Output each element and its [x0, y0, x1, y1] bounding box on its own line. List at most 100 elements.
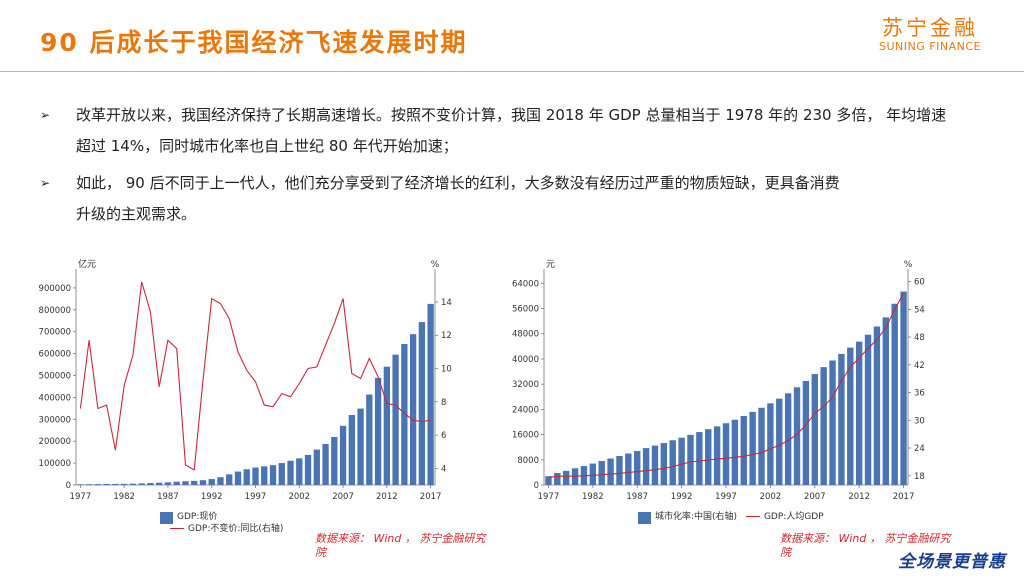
bar-1983	[598, 461, 605, 485]
series-line	[79, 281, 431, 471]
bar-1978	[85, 484, 93, 485]
bar-2015	[882, 317, 890, 485]
x-axis-tick-label: 2017	[420, 492, 442, 502]
legend-bar-swatch	[638, 512, 651, 524]
bar-1986	[625, 453, 632, 485]
left-axis-unit: 元	[546, 260, 555, 270]
bar-1994	[696, 432, 703, 485]
bar-2015	[409, 334, 417, 485]
right-axis-tick-label: 24	[914, 444, 925, 454]
x-axis-tick-label: 2007	[332, 492, 354, 502]
bar-1991	[669, 440, 676, 485]
x-axis-tick-label: 1987	[626, 492, 648, 502]
bar-1983	[129, 483, 137, 485]
suning-finance-logo: 苏宁金融 SUNING FINANCE	[860, 16, 1000, 54]
bar-2003	[304, 454, 312, 485]
bar-2012	[383, 366, 390, 485]
legend-bar-swatch	[160, 512, 173, 524]
bar-2008	[820, 367, 827, 485]
bar-1993	[687, 434, 694, 485]
left-axis-tick-label: 100000	[39, 459, 71, 469]
footer-slogan: 全场景更普惠	[898, 552, 1006, 572]
left-axis-tick-label: 32000	[512, 380, 539, 390]
right-axis-tick-label: 14	[441, 298, 452, 308]
left-axis-tick-label: 900000	[39, 284, 71, 294]
bar-2014	[401, 344, 408, 485]
bar-2004	[313, 449, 320, 485]
x-axis-tick-label: 2002	[288, 492, 310, 502]
bar-2014	[873, 326, 881, 485]
bar-2007	[339, 425, 347, 485]
bar-1997	[722, 423, 730, 485]
right-axis-tick-label: 48	[914, 333, 925, 343]
bar-2016	[891, 303, 898, 485]
bar-1978	[554, 473, 561, 485]
bar-2000	[278, 463, 285, 485]
bar-1984	[138, 483, 145, 485]
bar-1982	[121, 483, 128, 485]
title-divider	[0, 71, 1024, 72]
bar-1991	[199, 480, 207, 485]
chart-gdp: 亿元% 0 100000 200000 300000 400000 500000 600000…	[30, 255, 480, 502]
bar-1985	[147, 483, 154, 485]
left-axis-tick-label: 48000	[512, 330, 539, 340]
bar-1998	[261, 466, 268, 485]
bar-2006	[331, 436, 338, 485]
right-axis-tick-label: 36	[914, 389, 925, 399]
bar-2008	[348, 415, 355, 485]
bar-2016	[418, 322, 426, 485]
bar-2010	[838, 353, 845, 485]
x-axis-tick-label: 2002	[760, 492, 782, 502]
left-axis-tick-label: 200000	[39, 437, 71, 447]
bar-2002	[296, 458, 303, 485]
bar-2011	[374, 377, 382, 485]
bar-2000	[749, 411, 756, 485]
bar-1989	[651, 445, 659, 485]
bullet-text-continued: 升级的主观需求。	[76, 205, 197, 223]
bar-1990	[191, 480, 198, 485]
legend-item-per-capita	[638, 512, 655, 524]
bullet-list: ➢ 改革开放以来，我国经济保持了长期高速增长。按照不变价计算，我国 2018 年…	[40, 100, 950, 236]
bar-1979	[562, 470, 570, 485]
bar-1977	[77, 484, 84, 485]
bar-1979	[94, 484, 102, 485]
x-axis-tick-label: 1992	[201, 492, 223, 502]
bar-2009	[357, 408, 364, 485]
x-axis-tick-label: 1982	[113, 492, 135, 502]
bar-1984	[607, 458, 614, 485]
x-axis-tick-label: 1997	[245, 492, 267, 502]
bar-1980	[103, 483, 110, 485]
bar-2003	[776, 398, 783, 485]
right-axis-tick-label: 6	[441, 431, 446, 441]
bar-2001	[758, 407, 765, 485]
bar-2004	[784, 393, 792, 485]
bar-2009	[829, 360, 836, 485]
right-axis-tick-label: 4	[441, 464, 446, 474]
bar-1985	[616, 456, 623, 485]
chart-gdp-source: 数据来源： Wind ， 苏宁金融研究院	[315, 532, 486, 559]
chart-gdp-legend: GDP:现价 GDP:不变价:同比(右轴)	[160, 512, 460, 535]
bar-1981	[112, 483, 119, 485]
chart-urbanization: 元% 0 8000 16000 24000 32000 40000 48000 56000 640…	[512, 255, 950, 502]
legend-label: 城市化率:中国(右轴)	[655, 512, 738, 522]
bar-2010	[366, 394, 373, 485]
chart-gdp-svg: 亿元 % 0 100000 200000 300000 400000 500000 600000…	[39, 258, 452, 502]
left-axis-tick-label: 700000	[39, 328, 71, 338]
bar-1987	[164, 482, 172, 485]
x-axis-tick-label: 1987	[157, 492, 179, 502]
x-axis-tick-label: 2012	[376, 492, 398, 502]
bar-2017	[900, 291, 907, 485]
bullet-item-1: ➢ 改革开放以来，我国经济保持了长期高速增长。按照不变价计算，我国 2018 年…	[40, 100, 950, 162]
bullet-text: 改革开放以来，我国经济保持了长期高速增长。按照不变价计算，我国 2018 年 G…	[76, 106, 947, 155]
bar-2005	[793, 387, 801, 485]
bar-1997	[252, 467, 259, 485]
bar-1995	[234, 471, 242, 485]
bar-1987	[634, 450, 641, 485]
arrow-bullet-icon: ➢	[40, 176, 51, 190]
bullet-item-2: ➢ 如此， 90 后不同于上一代人，他们充分享受到了经济增长的红利，大多数没有经…	[40, 168, 950, 230]
right-axis-tick-label: 18	[914, 472, 925, 482]
legend-item-gdp-current: GDP:现价	[160, 512, 250, 524]
left-axis-tick-label: 400000	[39, 393, 71, 403]
legend-line-swatch	[170, 528, 184, 529]
left-axis-tick-label: 500000	[39, 372, 71, 382]
